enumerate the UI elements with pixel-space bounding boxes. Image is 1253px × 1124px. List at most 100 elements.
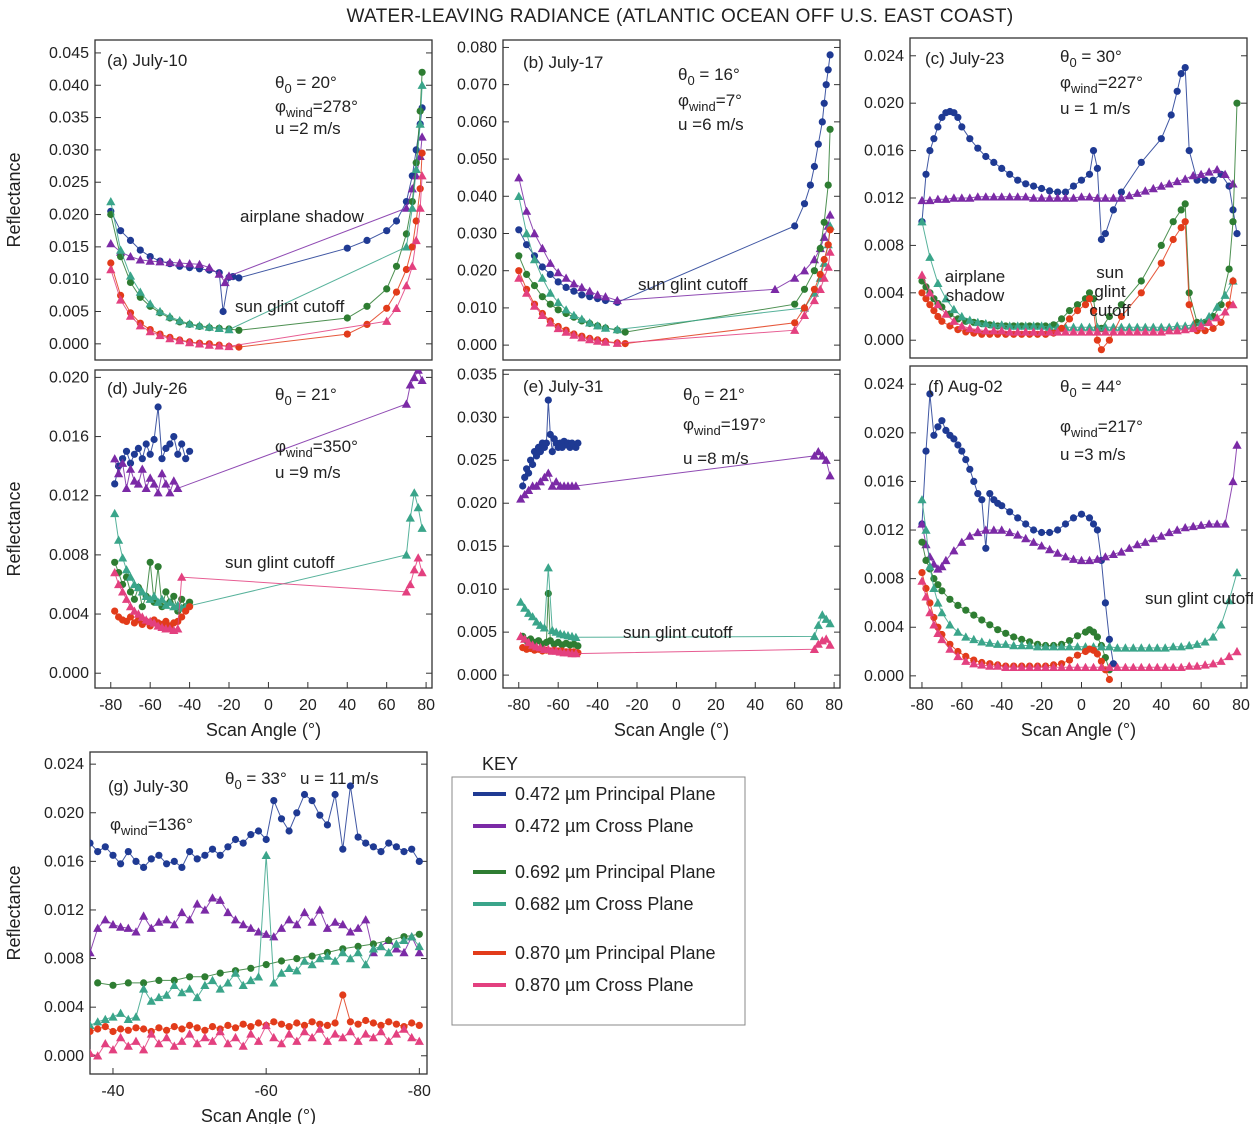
data-point bbox=[929, 620, 939, 629]
y-tick-label: 0.012 bbox=[864, 190, 904, 207]
data-point bbox=[1212, 165, 1222, 174]
data-point bbox=[965, 315, 975, 324]
data-point bbox=[215, 984, 225, 993]
data-point bbox=[392, 217, 401, 225]
data-point bbox=[1030, 526, 1038, 534]
data-point bbox=[554, 278, 562, 286]
data-point bbox=[368, 944, 378, 953]
data-point bbox=[524, 608, 534, 617]
data-point bbox=[545, 318, 555, 327]
data-point bbox=[574, 439, 582, 447]
data-point bbox=[338, 1032, 348, 1042]
data-point bbox=[417, 375, 427, 384]
x-tick-label: 0 bbox=[672, 697, 681, 714]
data-point bbox=[945, 620, 955, 629]
data-point bbox=[384, 1036, 394, 1045]
data-point bbox=[569, 310, 579, 319]
data-point bbox=[331, 790, 339, 799]
data-point bbox=[376, 941, 386, 951]
series-line bbox=[921, 499, 1238, 649]
x-tick-label: 20 bbox=[707, 697, 725, 714]
data-point bbox=[1168, 662, 1178, 671]
data-point bbox=[137, 464, 147, 473]
data-point bbox=[139, 984, 149, 993]
series-line bbox=[114, 370, 423, 495]
data-point bbox=[921, 525, 931, 534]
data-point bbox=[973, 527, 983, 537]
data-point bbox=[925, 608, 935, 617]
data-point bbox=[981, 319, 991, 328]
data-point bbox=[354, 1020, 362, 1028]
data-point bbox=[161, 600, 171, 609]
data-point bbox=[978, 496, 986, 504]
data-point bbox=[1108, 193, 1118, 202]
panel-label: (a) July-10 bbox=[107, 51, 187, 70]
data-point bbox=[1097, 235, 1105, 244]
data-point bbox=[520, 634, 530, 643]
data-point bbox=[821, 634, 831, 643]
data-point bbox=[1065, 637, 1074, 645]
data-point bbox=[1025, 640, 1035, 650]
data-point bbox=[800, 304, 809, 312]
data-point bbox=[600, 292, 611, 301]
data-point bbox=[157, 594, 167, 603]
y-tick-label: 0.012 bbox=[44, 902, 84, 919]
data-point bbox=[253, 972, 264, 981]
key-entry-label: 0.692 µm Principal Plane bbox=[515, 862, 715, 882]
data-point bbox=[1058, 315, 1066, 323]
data-point bbox=[208, 845, 217, 853]
data-point bbox=[165, 488, 175, 497]
data-point bbox=[1001, 639, 1011, 648]
y-tick-label: 0.005 bbox=[457, 624, 497, 641]
data-point bbox=[585, 318, 595, 327]
data-point bbox=[825, 471, 835, 480]
data-point bbox=[204, 322, 214, 331]
data-point bbox=[522, 288, 532, 297]
y-tick-label: 0.040 bbox=[49, 77, 89, 94]
data-point bbox=[414, 947, 424, 957]
data-point bbox=[954, 647, 962, 656]
condition-label: u = 1 m/s bbox=[1060, 99, 1130, 118]
data-point bbox=[1128, 643, 1138, 652]
y-tick-label: 0.000 bbox=[864, 332, 904, 349]
data-point bbox=[1038, 184, 1046, 193]
data-point bbox=[125, 311, 136, 320]
y-tick-label: 0.000 bbox=[457, 667, 497, 684]
data-point bbox=[1185, 301, 1193, 309]
data-point bbox=[993, 639, 1003, 648]
data-point bbox=[124, 848, 132, 856]
data-point bbox=[570, 287, 578, 295]
data-point bbox=[1164, 527, 1174, 537]
data-point bbox=[1069, 182, 1078, 190]
data-point bbox=[114, 468, 124, 478]
data-point bbox=[531, 617, 542, 626]
plot-area bbox=[514, 51, 835, 348]
data-point bbox=[989, 192, 999, 201]
data-point bbox=[100, 1039, 110, 1048]
data-point bbox=[1104, 642, 1114, 651]
data-point bbox=[577, 282, 587, 292]
data-point bbox=[122, 447, 131, 455]
data-point bbox=[1188, 521, 1198, 531]
data-point bbox=[1073, 301, 1082, 309]
data-point bbox=[1184, 661, 1194, 670]
data-point bbox=[1068, 322, 1079, 331]
data-point bbox=[1196, 169, 1206, 178]
data-point bbox=[230, 915, 241, 924]
data-point bbox=[621, 328, 629, 336]
data-point bbox=[942, 426, 950, 434]
condition-label: u = 11 m/s bbox=[300, 769, 379, 788]
data-point bbox=[1089, 520, 1098, 528]
data-point bbox=[153, 488, 163, 497]
data-point bbox=[1173, 87, 1181, 95]
data-point bbox=[810, 162, 819, 171]
data-point bbox=[1157, 241, 1165, 249]
data-point bbox=[201, 973, 209, 981]
data-point bbox=[186, 603, 194, 611]
data-point bbox=[417, 132, 427, 141]
data-point bbox=[1212, 313, 1222, 322]
data-point bbox=[986, 490, 994, 498]
data-point bbox=[1144, 643, 1154, 652]
data-point bbox=[1185, 289, 1193, 297]
data-point bbox=[545, 258, 555, 267]
